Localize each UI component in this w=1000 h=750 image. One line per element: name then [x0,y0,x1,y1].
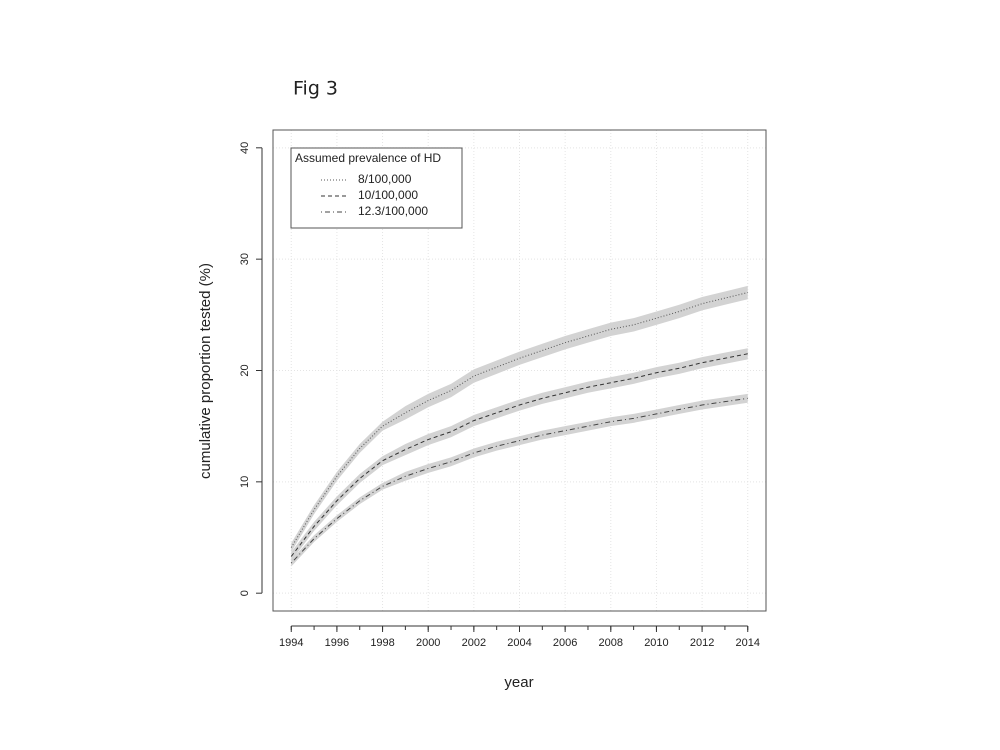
legend-label: 8/100,000 [358,172,412,186]
x-axis-title: year [504,674,533,691]
legend-label: 10/100,000 [358,188,418,202]
legend-title: Assumed prevalence of HD [295,151,441,165]
y-axis-title: cumulative proportion tested (%) [197,263,214,479]
x-tick-label: 2004 [507,637,531,649]
x-tick-label: 2002 [462,637,486,649]
legend-box [290,147,463,229]
x-tick-label: 2010 [644,637,668,649]
series-line [290,353,748,557]
legend-label: 12.3/100,000 [358,204,428,218]
y-tick-label: 30 [239,253,251,265]
series-line [290,397,748,564]
y-tick-label: 0 [239,590,251,596]
y-tick-label: 10 [239,476,251,488]
x-tick-label: 2008 [599,637,623,649]
y-tick-label: 40 [239,142,251,154]
x-tick-label: 2006 [553,637,577,649]
series-line [290,292,748,548]
y-tick-label: 20 [239,364,251,376]
x-tick-label: 2000 [416,637,440,649]
figure-label: Fig 3 [293,78,338,100]
x-tick-label: 2012 [690,637,714,649]
legend: Assumed prevalence of HD 8/100,000 10/100,… [290,147,463,229]
x-tick-label: 1996 [325,637,349,649]
x-tick-label: 1998 [370,637,394,649]
x-tick-label: 2014 [735,637,759,649]
x-tick-label: 1994 [279,637,303,649]
plot-frame [272,129,767,612]
